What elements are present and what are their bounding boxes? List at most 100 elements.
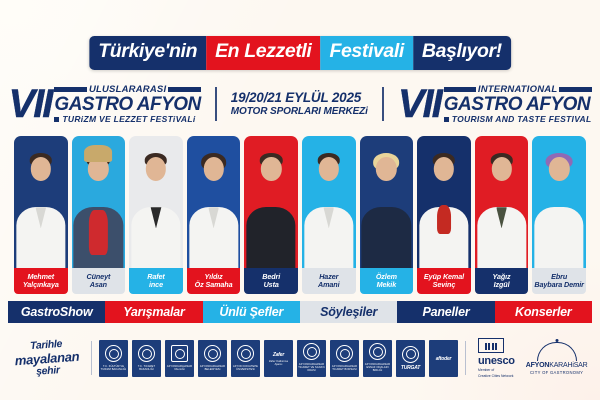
chef-last-name: Amani [318,280,340,289]
slogan-word-3: Festivali [320,36,413,70]
afyonkarahisar-gastronomy-logo[interactable]: AFYONKARAHiSAR CITY OF GASTRONOMY [526,341,588,375]
chef-first-name: Bedri [262,272,281,282]
chef-apron [361,207,412,268]
chef-card[interactable]: Mehmet Yalçınkaya [14,136,68,294]
sponsor-logo-afyonkarahisar-belediyesi[interactable]: AFYONKARAHiSAR BELEDiYESi [198,339,227,377]
category-paneller[interactable]: Paneller [397,301,495,323]
sponsor-caption: AFYONKARAHiSAR VALiLiĞi [166,364,193,371]
chef-collar [208,207,219,229]
chef-first-name: Hazer [319,272,339,282]
chef-scarf [89,209,108,255]
divider-left [214,87,217,121]
afyon-wordmark: AFYONKARAHiSAR [526,362,588,369]
chef-nameplate: Eyüp Kemal Sevinç [417,268,471,294]
chef-card[interactable]: Özlem Mekik [359,136,414,294]
sponsor-logo-afyon-kocatepe-universitesi[interactable]: AFYON KOCATEPE ÜNiVERSiTESi [231,339,260,377]
chef-card[interactable]: Yıldız Öz Samaha [186,136,241,294]
sponsor-logo-afyonkarahisar-esnaf-odasi[interactable]: AFYONKARAHiSAR ESNAF ODALARI BiRLiĞi [363,339,392,377]
sponsor-divider-right [465,341,466,375]
chef-nameplate: Cüneyt Asan [71,268,126,294]
chef-card[interactable]: Cüneyt Asan [71,136,126,294]
chef-card[interactable]: Bedri Usta [244,136,298,294]
zafer-wordmark: Zafer [272,351,285,358]
festival-logo-english: VII INTERNATIONAL GASTRO AFYON TOURISM A… [397,82,592,126]
divider-right [381,87,384,121]
chef-photo [359,136,414,268]
chef-collar [150,207,162,229]
chef-nameplate: Hazer Amani [301,268,356,294]
roman-numeral-seven-left: VII [8,82,53,126]
chef-nameplate: Yıldız Öz Samaha [186,268,241,294]
chef-nameplate: Özlem Mekik [359,268,414,294]
sponsor-caption: T.C. TiCARET BAKANLIĞI [137,364,156,371]
chef-photo [417,136,471,268]
slogan-word-1: Türkiye'nin [89,36,207,70]
logo-bar-left-en [443,86,476,92]
chef-card[interactable]: Ebru Baybara Demir [532,136,586,294]
unesco-sub2: Creative Cities Network [478,374,514,378]
turgat-wordmark: TURGAT [400,364,421,371]
category-soylesiler[interactable]: Söyleşiler [299,301,398,323]
chef-last-name: Izgül [493,280,510,289]
sponsor-logo-afyonkarahisar-ticaret-borsasi[interactable]: AFYONKARAHiSAR TiCARET BORSASI [330,339,359,377]
sponsor-logo-aftoder[interactable]: aftoder [429,339,458,377]
roman-numeral-seven-right: VII [397,82,443,126]
sponsor-logo-afyonkarahisar-tso[interactable]: AFYONKARAHiSAR TiCARET VE SANAYi ODASI [297,339,326,377]
logo-bar-right [168,86,201,92]
crest-icon [138,345,155,363]
chef-head [88,157,109,181]
sponsor-logo-kultur-turizm-bakanligi[interactable]: T.C. KÜLTÜR VE TURiZM BAKANLIĞI [99,339,128,377]
afyon-subtitle: CITY OF GASTRONOMY [529,369,584,375]
unesco-wordmark: unesco [478,354,515,367]
chef-photo [71,136,126,268]
chef-nameplate: Yağız Izgül [474,268,529,294]
chef-head [376,157,397,181]
category-yarismalar[interactable]: Yarışmalar [105,301,203,323]
chef-collar [323,207,335,229]
unesco-logo[interactable]: unesco Member of Creative Cities Network [478,337,515,379]
logo-left-line1: ULUSLARARASI [88,83,167,95]
crest-icon [204,345,221,363]
sponsor-caption: T.C. KÜLTÜR VE TURiZM BAKANLIĞI [100,364,127,371]
chef-photo [532,136,586,268]
sponsor-logo-zafer-kalkinma-ajansi[interactable]: Zafer Zafer Kalkınma Ajansı [264,339,293,377]
cloche-dome-icon [536,341,577,361]
chef-first-name: Mehmet [27,272,55,282]
chef-last-name: Mekik [376,280,397,289]
chef-last-name: Öz Samaha [194,280,233,289]
sponsor-logo-turgat[interactable]: TURGAT [396,339,425,377]
logo-square-marker-en [443,116,449,122]
chef-photo [14,136,68,268]
chef-head [491,157,512,181]
seal-icon [237,345,254,363]
chef-first-name: Ebru [551,272,568,282]
category-gastroshow[interactable]: GastroShow [8,301,106,323]
sponsor-caption: AFYONKARAHiSAR ESNAF ODALARI BiRLiĞi [364,362,391,373]
chef-card[interactable]: Eyüp Kemal Sevinç [417,136,471,294]
festival-dates: 19/20/21 EYLÜL 2025 [230,90,362,106]
unesco-temple-icon [478,337,504,353]
chef-card[interactable]: Rafet ince [129,136,183,294]
sponsor-divider [91,341,92,375]
chef-head [318,157,339,181]
chef-last-name: Baybara Demir [534,280,584,289]
chef-head [145,157,167,181]
chef-last-name: Yalçınkaya [22,280,59,289]
category-konserler[interactable]: Konserler [494,301,592,323]
chef-collar [496,207,507,229]
chef-photo [186,136,241,268]
sponsor-logo-ticaret-bakanligi[interactable]: T.C. TiCARET BAKANLIĞI [132,339,161,377]
slogan-word-2: En Lezzetli [206,36,321,70]
category-unlu-sefler[interactable]: Ünlü Şefler [202,301,300,323]
chef-head [433,157,455,181]
chef-card[interactable]: Yağız Izgül [474,136,529,294]
seal-icon [336,345,353,363]
logo-right-line2: GASTRO AFYON [443,94,591,115]
chef-card[interactable]: Hazer Amani [301,136,356,294]
chef-collar [35,207,47,229]
afyon-bold: AFYON [525,361,550,369]
gear-icon [303,343,320,361]
sponsor-logo-afyonkarahisar-valiligi[interactable]: AFYONKARAHiSAR VALiLiĞi [165,339,194,377]
sponsor-caption: Zafer Kalkınma Ajansı [269,360,288,367]
